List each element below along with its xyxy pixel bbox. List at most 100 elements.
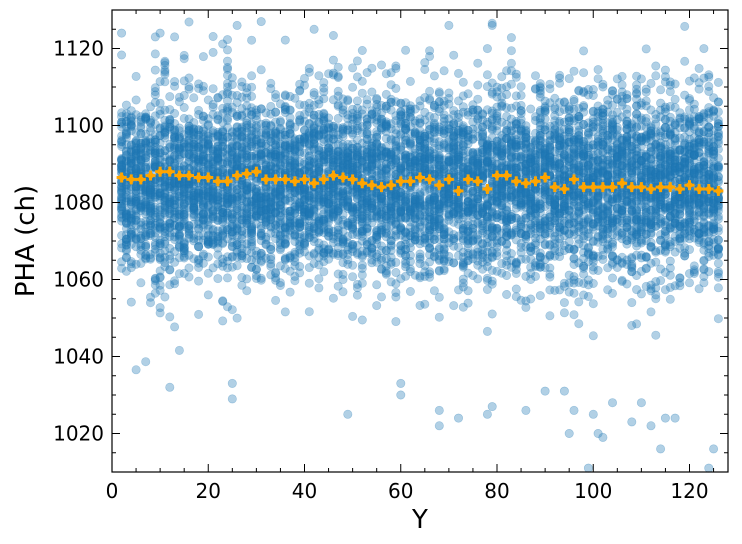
scatter-point (357, 76, 367, 86)
scatter-point (333, 86, 343, 96)
scatter-point (473, 58, 483, 68)
scatter-point (256, 65, 266, 75)
scatter-point (348, 272, 358, 282)
scatter-point (165, 92, 175, 102)
scatter-point (266, 259, 276, 269)
scatter-point (184, 263, 194, 273)
scatter-point (271, 295, 281, 305)
scatter-point (444, 88, 454, 98)
scatter-point (117, 161, 127, 171)
scatter-point (121, 130, 131, 140)
scatter-point (117, 188, 127, 198)
scatter-point (352, 56, 362, 66)
scatter-point (348, 260, 358, 270)
scatter-point (121, 146, 131, 156)
scatter-point (121, 234, 131, 244)
scatter-point (117, 187, 127, 197)
scatter-point (429, 71, 439, 81)
scatter-point (121, 127, 131, 137)
scatter-point (328, 293, 338, 303)
scatter-point (439, 266, 449, 276)
scatter-point (304, 307, 314, 317)
scatter-point (449, 301, 459, 311)
scatter-point (160, 58, 170, 68)
scatter-point (121, 122, 131, 132)
scatter-point (184, 84, 194, 94)
scatter-point (280, 35, 290, 45)
scatter-point (117, 155, 127, 165)
scatter-point (117, 142, 127, 152)
scatter-point (223, 273, 233, 283)
scatter-point (295, 268, 305, 278)
scatter-point (453, 68, 463, 78)
scatter-point (463, 298, 473, 308)
scatter-point (502, 289, 512, 299)
scatter-point (208, 84, 218, 94)
scatter-point (285, 105, 295, 115)
scatter-point (401, 45, 411, 55)
scatter-point (328, 30, 338, 40)
scatter-point (121, 208, 131, 218)
scatter-point (117, 112, 127, 122)
scatter-point (131, 71, 141, 81)
scatter-point (502, 90, 512, 100)
scatter-point (117, 156, 127, 166)
scatter-point (194, 276, 204, 286)
scatter-point (203, 252, 213, 262)
scatter-point (117, 199, 127, 209)
scatter-point (117, 216, 127, 226)
scatter-point (372, 301, 382, 311)
scatter-point (184, 17, 194, 27)
scatter-point (352, 96, 362, 106)
scatter-point (434, 87, 444, 97)
scatter-point (117, 131, 127, 141)
scatter-point (434, 292, 444, 302)
scatter-point (223, 35, 233, 45)
scatter-point (439, 66, 449, 76)
scatter-point (184, 73, 194, 83)
scatter-point (117, 196, 127, 206)
scatter-point (251, 264, 261, 274)
scatter-point (117, 155, 127, 165)
scatter-point (357, 260, 367, 270)
scatter-point (314, 283, 324, 293)
scatter-point (208, 31, 218, 41)
scatter-point (285, 287, 295, 297)
scatter-point (198, 52, 208, 62)
scatter-point (117, 163, 127, 173)
scatter-point (362, 95, 372, 105)
scatter-point (232, 261, 242, 271)
scatter-point (271, 107, 281, 117)
scatter-point (179, 54, 189, 64)
scatter-point (117, 257, 127, 267)
scatter-point (121, 128, 131, 138)
scatter-point (121, 252, 131, 262)
scatter-point (131, 95, 141, 105)
scatter-point (117, 213, 127, 223)
scatter-point (348, 311, 358, 321)
scatter-points (117, 17, 723, 473)
scatter-point (482, 326, 492, 336)
scatter-point (304, 278, 314, 288)
scatter-point (150, 87, 160, 97)
scatter-point (458, 278, 468, 288)
scatter-point (266, 78, 276, 88)
scatter-point (502, 270, 512, 280)
scatter-point (121, 133, 131, 143)
scatter-point (155, 308, 165, 318)
scatter-point (121, 209, 131, 219)
scatter-point (463, 286, 473, 296)
scatter-point (487, 309, 497, 319)
scatter-point (170, 322, 180, 332)
scatter-point (391, 292, 401, 302)
scatter-point (357, 270, 367, 280)
scatter-point (227, 80, 237, 90)
scatter-point (343, 95, 353, 105)
scatter-point (121, 190, 131, 200)
scatter-point (506, 33, 516, 43)
scatter-point (121, 210, 131, 220)
scatter-point (117, 201, 127, 211)
scatter-point (338, 269, 348, 279)
scatter-point (357, 315, 367, 325)
